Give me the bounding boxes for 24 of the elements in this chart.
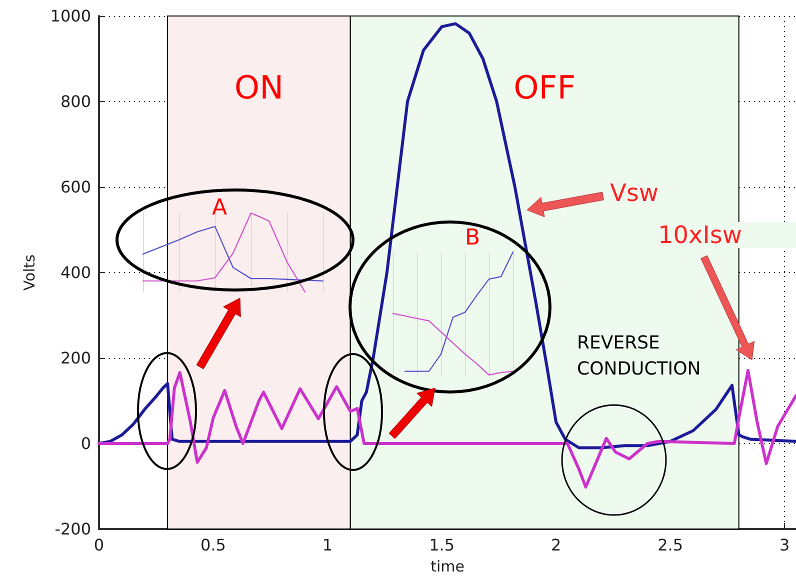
x-tick-label: 1 [322,536,333,554]
annotation: Vsw [610,179,659,207]
x-tick-label: 0 [94,536,104,554]
x-tick-label: 3 [779,536,790,554]
x-tick-label: 1.5 [429,536,455,554]
x-tick-label: 2.5 [658,536,684,554]
x-axis-title: time [430,558,464,576]
x-tick-label: 2 [550,536,562,554]
y-tick-label: 0 [80,434,91,453]
y-tick-label: 1000 [50,6,91,26]
y-tick-label: 200 [60,348,91,368]
y-axis-title: Volts [20,254,38,291]
x-tick-label: 0.5 [200,536,226,554]
chart-title: B [465,226,480,250]
chart-title: A [212,196,228,220]
y-tick-label: 400 [60,263,91,282]
y-tick-label: 800 [60,92,91,111]
band-label: OFF [514,68,576,106]
band-label: ON [234,68,284,106]
y-tick-label: 600 [60,178,91,196]
y-tick-label: -200 [54,520,91,538]
annotation: REVERSE CONDUCTION [577,332,701,380]
annotation: 10xIsw [658,221,742,249]
line-series [98,22,796,450]
